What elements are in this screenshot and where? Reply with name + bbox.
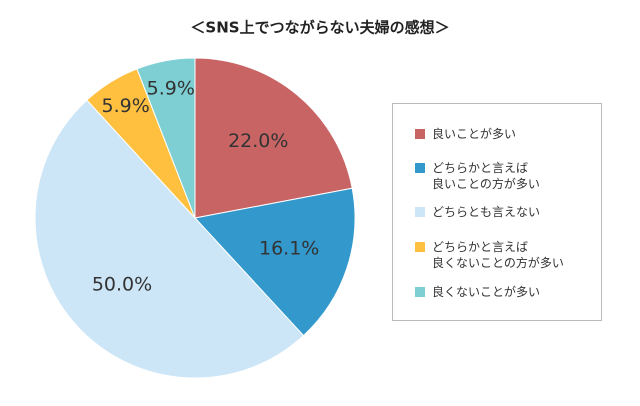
legend-item: 良いことが多い	[415, 126, 516, 142]
legend-swatch	[415, 207, 425, 217]
legend-label: どちらとも言えない	[432, 205, 541, 219]
legend-label: どちらかと言えば 良いことの方が多い	[432, 161, 540, 191]
legend-label: 良くないことが多い	[432, 285, 541, 299]
legend-swatch	[415, 287, 425, 297]
legend-label: 良いことが多い	[432, 127, 517, 141]
pie-slice	[34, 99, 305, 379]
pie-slice	[194, 187, 356, 337]
data-label: 50.0%	[92, 274, 152, 296]
legend-item: どちらとも言えない	[415, 204, 540, 220]
data-label: 5.9%	[102, 95, 150, 117]
data-label: 22.0%	[228, 130, 288, 152]
data-label: 16.1%	[259, 238, 319, 260]
legend-swatch	[415, 242, 425, 252]
pie-slice	[194, 57, 353, 219]
data-label: 5.9%	[147, 78, 195, 100]
chart-title: ＜SNS上でつながらない夫婦の感想＞	[190, 19, 449, 37]
legend: 良いことが多いどちらかと言えば 良いことの方が多いどちらとも言えないどちらかと言…	[392, 103, 602, 321]
legend-swatch	[415, 163, 425, 173]
legend-item: どちらかと言えば 良いことの方が多い	[415, 160, 540, 192]
pie-slice	[136, 57, 196, 219]
legend-swatch	[415, 129, 425, 139]
legend-label: どちらかと言えば 良くないことの方が多い	[432, 240, 564, 270]
legend-item: どちらかと言えば 良くないことの方が多い	[415, 239, 564, 271]
legend-item: 良くないことが多い	[415, 284, 540, 300]
